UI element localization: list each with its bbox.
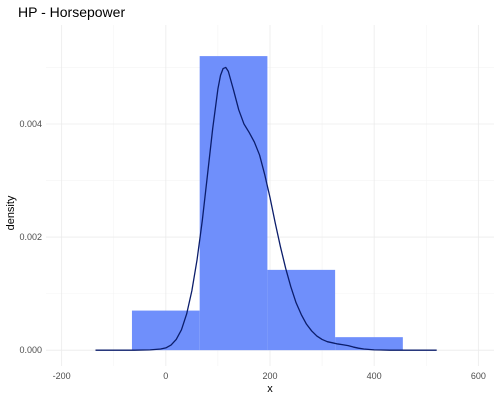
histogram-bars <box>131 56 403 351</box>
histogram-bar <box>199 56 268 351</box>
density-curve-layer <box>95 66 437 351</box>
y-tick-label: 0.000 <box>19 345 42 355</box>
x-axis-title: x <box>267 383 273 395</box>
chart-title: HP - Horsepower <box>18 4 125 20</box>
x-tick-label: 400 <box>367 371 382 381</box>
histogram-bar <box>267 269 336 351</box>
x-tick-label: 0 <box>163 371 168 381</box>
y-axis-ticks: 0.000 0.002 0.004 <box>19 119 42 355</box>
x-axis-ticks: -200 0 200 400 600 <box>53 371 486 381</box>
y-tick-label: 0.004 <box>19 119 42 129</box>
histogram-bar <box>131 310 200 351</box>
x-tick-label: 200 <box>262 371 277 381</box>
y-axis-title: density <box>5 195 17 230</box>
y-tick-label: 0.002 <box>19 232 42 242</box>
x-tick-label: 600 <box>471 371 486 381</box>
histogram-bar <box>335 337 403 351</box>
x-tick-label: -200 <box>53 371 71 381</box>
density-curve <box>95 66 437 351</box>
